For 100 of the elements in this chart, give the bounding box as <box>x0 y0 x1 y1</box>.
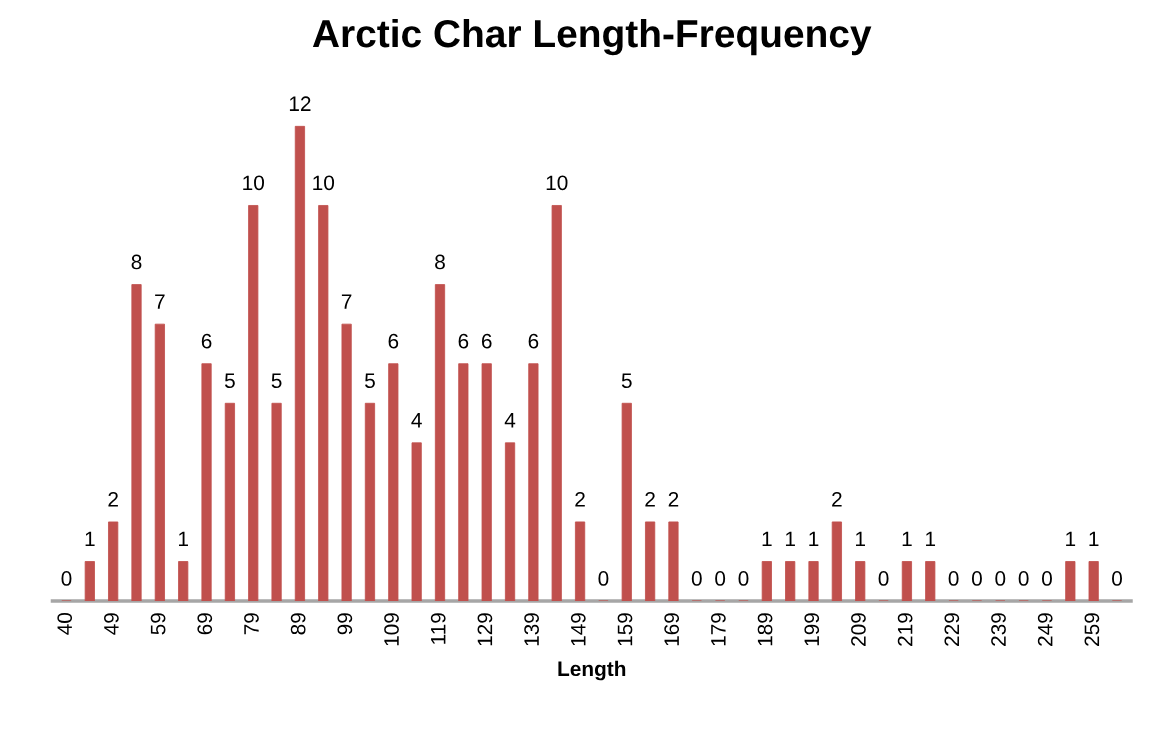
x-tick-label: 79 <box>244 613 259 635</box>
x-tick-label: 119 <box>430 613 446 644</box>
chart-title: Arctic Char Length-Frequency <box>312 18 872 56</box>
bar <box>504 442 516 602</box>
data-label: 0 <box>61 571 72 586</box>
data-label: 2 <box>108 491 118 507</box>
bar <box>621 402 632 602</box>
data-label: 10 <box>313 175 335 191</box>
bar <box>785 561 796 602</box>
x-tick-label: 199 <box>804 613 820 646</box>
data-label: 1 <box>926 531 936 547</box>
data-label: 6 <box>388 333 399 349</box>
bar <box>481 363 492 602</box>
x-tick-label: 59 <box>150 613 166 635</box>
data-label: 5 <box>271 373 282 389</box>
x-axis-title: Length <box>558 660 626 681</box>
data-label: 1 <box>1089 531 1099 547</box>
data-label: 0 <box>1112 571 1122 586</box>
x-tick-label: 139 <box>524 613 539 646</box>
bar <box>294 125 306 602</box>
data-label: 0 <box>738 571 749 586</box>
bar <box>855 561 866 602</box>
bar <box>248 205 259 602</box>
bar <box>318 205 329 602</box>
x-tick-label: 239 <box>991 613 1006 646</box>
data-label: 1 <box>785 531 795 547</box>
bar <box>925 561 936 602</box>
bar <box>668 521 679 602</box>
bar <box>551 205 562 602</box>
data-label: 6 <box>201 333 212 349</box>
data-label: 1 <box>809 531 819 547</box>
bar <box>528 363 539 602</box>
data-label: 2 <box>645 491 655 507</box>
bar <box>131 284 142 602</box>
data-label: 8 <box>131 254 142 270</box>
x-tick-label: 109 <box>384 613 399 646</box>
data-label: 0 <box>948 571 959 586</box>
bar <box>901 561 912 602</box>
x-tick-label: 159 <box>617 613 633 646</box>
data-label: 0 <box>995 571 1006 586</box>
bar <box>1088 561 1099 602</box>
x-tick-label: 189 <box>757 613 773 646</box>
bar <box>1065 561 1076 602</box>
bar <box>154 323 165 602</box>
data-label: 10 <box>243 175 265 191</box>
data-label: 7 <box>155 294 165 309</box>
data-label: 2 <box>575 491 585 507</box>
data-label: 0 <box>598 571 609 586</box>
bar <box>645 521 656 602</box>
bar <box>761 561 772 602</box>
data-label: 1 <box>762 531 772 547</box>
x-tick-label: 259 <box>1084 613 1100 646</box>
bar <box>458 363 469 602</box>
bar <box>808 561 819 602</box>
bar <box>411 442 422 602</box>
data-label: 5 <box>224 373 235 389</box>
x-tick-label: 229 <box>944 613 960 646</box>
bar <box>434 284 446 602</box>
x-tick-label: 219 <box>897 613 913 646</box>
bar <box>201 363 212 602</box>
data-label: 5 <box>365 373 375 389</box>
bar <box>388 363 399 602</box>
data-label: 12 <box>289 96 311 111</box>
bar <box>364 402 376 602</box>
x-tick-label: 179 <box>710 613 726 646</box>
data-label: 6 <box>458 333 469 349</box>
data-label: 5 <box>621 373 632 389</box>
x-tick-label: 99 <box>337 613 353 635</box>
x-tick-label: 69 <box>197 613 213 635</box>
bar <box>108 521 119 602</box>
x-tick-label: 249 <box>1037 613 1053 646</box>
x-tick-label: 169 <box>664 613 680 646</box>
data-label: 0 <box>878 571 889 586</box>
data-label: 0 <box>971 571 982 586</box>
data-label: 10 <box>546 175 568 191</box>
data-label: 6 <box>528 333 539 349</box>
bar <box>84 561 95 602</box>
x-tick-label: 149 <box>570 613 586 646</box>
data-label: 4 <box>504 413 516 428</box>
data-label: 0 <box>1018 571 1029 586</box>
data-label: 1 <box>1066 531 1076 547</box>
bar <box>831 521 842 602</box>
x-tick-label: 49 <box>104 613 119 635</box>
x-tick-label: 40 <box>57 612 73 635</box>
data-label: 1 <box>902 531 912 547</box>
x-tick-label: 209 <box>851 613 866 646</box>
bar <box>224 402 235 602</box>
data-label: 0 <box>691 571 702 586</box>
data-label: 6 <box>481 333 492 349</box>
data-label: 7 <box>341 294 352 309</box>
bar <box>271 402 282 602</box>
data-label: 1 <box>856 531 865 547</box>
bar <box>178 561 189 602</box>
data-label: 0 <box>1042 571 1052 586</box>
data-label: 8 <box>435 254 445 270</box>
data-label: 1 <box>179 531 188 547</box>
data-label: 0 <box>715 571 726 586</box>
data-label: 1 <box>85 531 95 547</box>
bar <box>341 323 352 602</box>
bar <box>574 521 586 602</box>
